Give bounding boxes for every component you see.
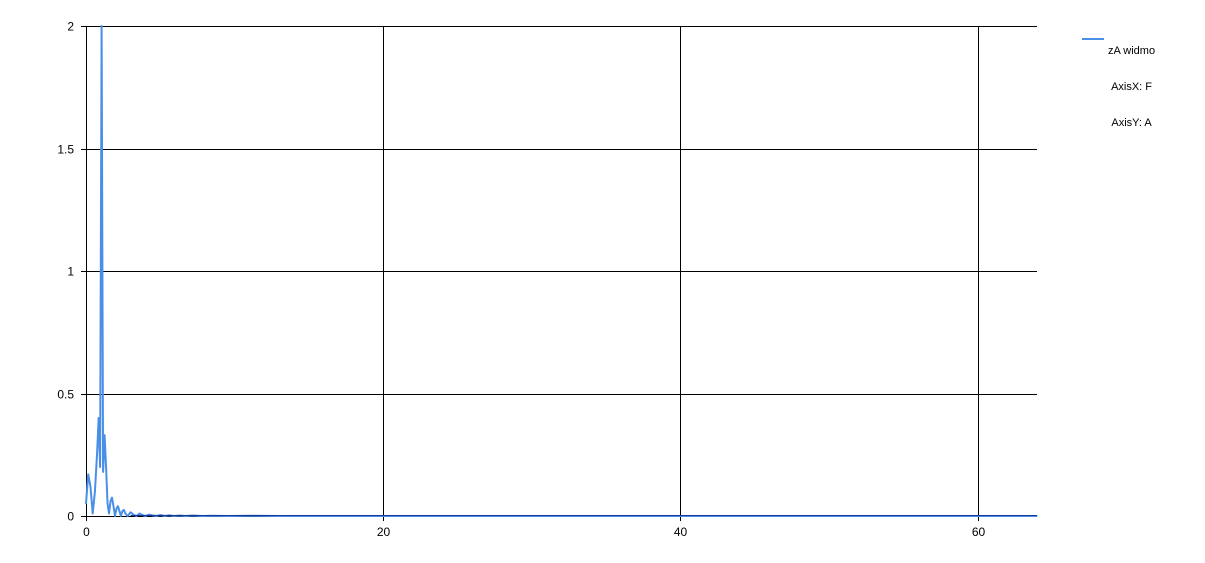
series-point (117, 505, 119, 507)
series-point (138, 512, 141, 515)
series-point (85, 503, 87, 505)
series-point (106, 503, 109, 505)
series-point (118, 510, 121, 512)
series-point (115, 508, 118, 510)
series-point (89, 486, 92, 488)
y-tick-label: 1 (67, 265, 74, 279)
x-tick-label: 0 (83, 525, 90, 539)
series-point (98, 417, 100, 419)
series-point (87, 473, 89, 475)
series-point (94, 490, 96, 493)
series-layer (85, 25, 1038, 517)
y-tick-label: 1.5 (57, 143, 74, 157)
legend-axis-x: AxisX: F (1111, 81, 1153, 93)
x-tick-label: 60 (972, 525, 986, 539)
series-point (102, 471, 104, 473)
legend-text: zA widmo AxisX: F AxisY: A (1108, 21, 1155, 153)
series-point (114, 515, 116, 517)
y-tick-label: 2 (67, 20, 74, 34)
series-point (99, 466, 101, 468)
grid-layer (86, 26, 1037, 516)
series-point (123, 509, 125, 511)
series-point (120, 515, 122, 517)
y-tick-label: 0 (67, 510, 74, 524)
series-point (124, 512, 126, 515)
legend-swatch (1082, 38, 1104, 40)
series-point (121, 510, 124, 512)
series-point (105, 466, 107, 468)
series-point (92, 512, 94, 515)
series-point (148, 513, 150, 516)
x-tick-label: 20 (377, 525, 391, 539)
series-point (127, 515, 129, 517)
series-point (101, 25, 103, 27)
series-point (109, 500, 112, 502)
series-point (108, 512, 110, 515)
legend-axis-y: AxisY: A (1111, 117, 1152, 129)
y-tick-label: 0.5 (57, 388, 74, 402)
series-point (96, 451, 98, 453)
series-point (129, 511, 132, 513)
series-point (111, 497, 113, 499)
legend-series-name: zA widmo (1108, 45, 1156, 57)
series-point (103, 434, 106, 436)
x-tick-label: 40 (674, 525, 688, 539)
series-point (112, 505, 115, 507)
tick-layer: 00.511.520 20 40 60 (57, 20, 985, 540)
axis-layer (81, 26, 1037, 521)
